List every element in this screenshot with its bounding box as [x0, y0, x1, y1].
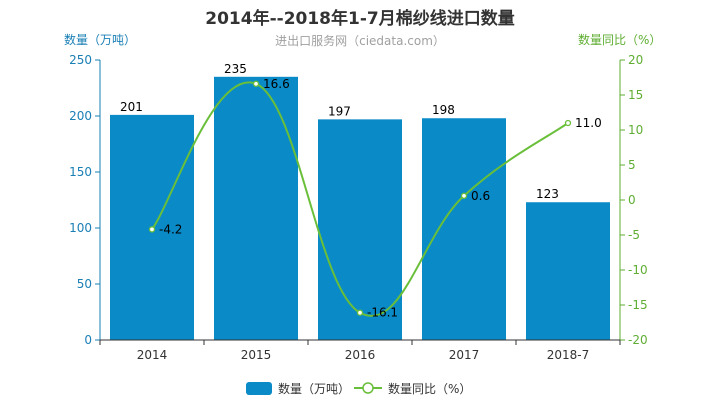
- yoy-value-label: 0.6: [471, 189, 490, 203]
- bar: [526, 202, 610, 340]
- chart-subtitle: 进出口服务网（ciedata.com）: [275, 34, 445, 48]
- x-axis-tick-label: 2018-7: [547, 348, 590, 362]
- legend-bar-label: 数量（万吨）: [278, 381, 351, 396]
- yoy-value-label: -16.1: [367, 306, 398, 320]
- right-axis-tick-label: 5: [628, 158, 636, 172]
- bar-value-label: 201: [120, 100, 143, 114]
- bar-value-label: 235: [224, 62, 247, 76]
- yoy-point: [460, 192, 468, 199]
- left-axis-tick-label: 50: [77, 277, 92, 291]
- legend-line-label: 数量同比（%）: [388, 381, 472, 396]
- left-axis-tick-label: 150: [69, 165, 92, 179]
- yoy-value-label: -4.2: [159, 222, 182, 236]
- right-axis-tick-label: 15: [628, 88, 643, 102]
- yoy-point: [564, 119, 572, 127]
- x-axis-tick-label: 2015: [241, 348, 272, 362]
- legend-item-bar[interactable]: 数量（万吨）: [246, 379, 350, 397]
- left-axis-tick-label: 0: [84, 333, 92, 347]
- yoy-value-label: 11.0: [575, 116, 602, 130]
- yoy-value-label: 16.6: [263, 77, 290, 91]
- left-axis-tick-label: 100: [69, 221, 92, 235]
- legend-item-line[interactable]: 数量同比（%）: [354, 379, 471, 397]
- x-axis-tick-label: 2017: [449, 348, 480, 362]
- bar: [318, 119, 402, 340]
- bar-value-label: 123: [536, 187, 559, 201]
- legend-line-swatch: [354, 382, 382, 394]
- bar: [214, 76, 298, 341]
- bar-value-label: 197: [328, 104, 351, 118]
- right-axis-tick-label: 0: [628, 193, 636, 207]
- yoy-point: [252, 80, 260, 87]
- right-axis-tick-label: -10: [628, 263, 648, 277]
- right-axis-tick-label: 10: [628, 123, 643, 137]
- right-axis-tick-label: -15: [628, 298, 648, 312]
- left-axis-tick-label: 250: [69, 53, 92, 67]
- right-axis-tick-label: 20: [628, 53, 643, 67]
- left-axis-label: 数量（万吨）: [64, 33, 137, 47]
- legend-bar-swatch: [246, 381, 272, 395]
- bar-value-label: 198: [432, 103, 455, 117]
- legend: 数量（万吨） 数量同比（%）: [0, 379, 720, 397]
- yoy-point: [356, 309, 364, 316]
- x-axis-tick-label: 2014: [137, 348, 168, 362]
- bar: [422, 118, 506, 341]
- left-axis-tick-label: 200: [69, 109, 92, 123]
- right-axis-tick-label: -5: [628, 228, 640, 242]
- x-axis-tick-label: 2016: [345, 348, 376, 362]
- yoy-point: [148, 226, 156, 233]
- right-axis-label: 数量同比（%）: [578, 33, 662, 47]
- right-axis-tick-label: -20: [628, 333, 648, 347]
- legend-line-marker: [362, 382, 374, 394]
- chart-title: 2014年--2018年1-7月棉纱线进口数量: [205, 9, 515, 29]
- yoy-line: [151, 81, 569, 317]
